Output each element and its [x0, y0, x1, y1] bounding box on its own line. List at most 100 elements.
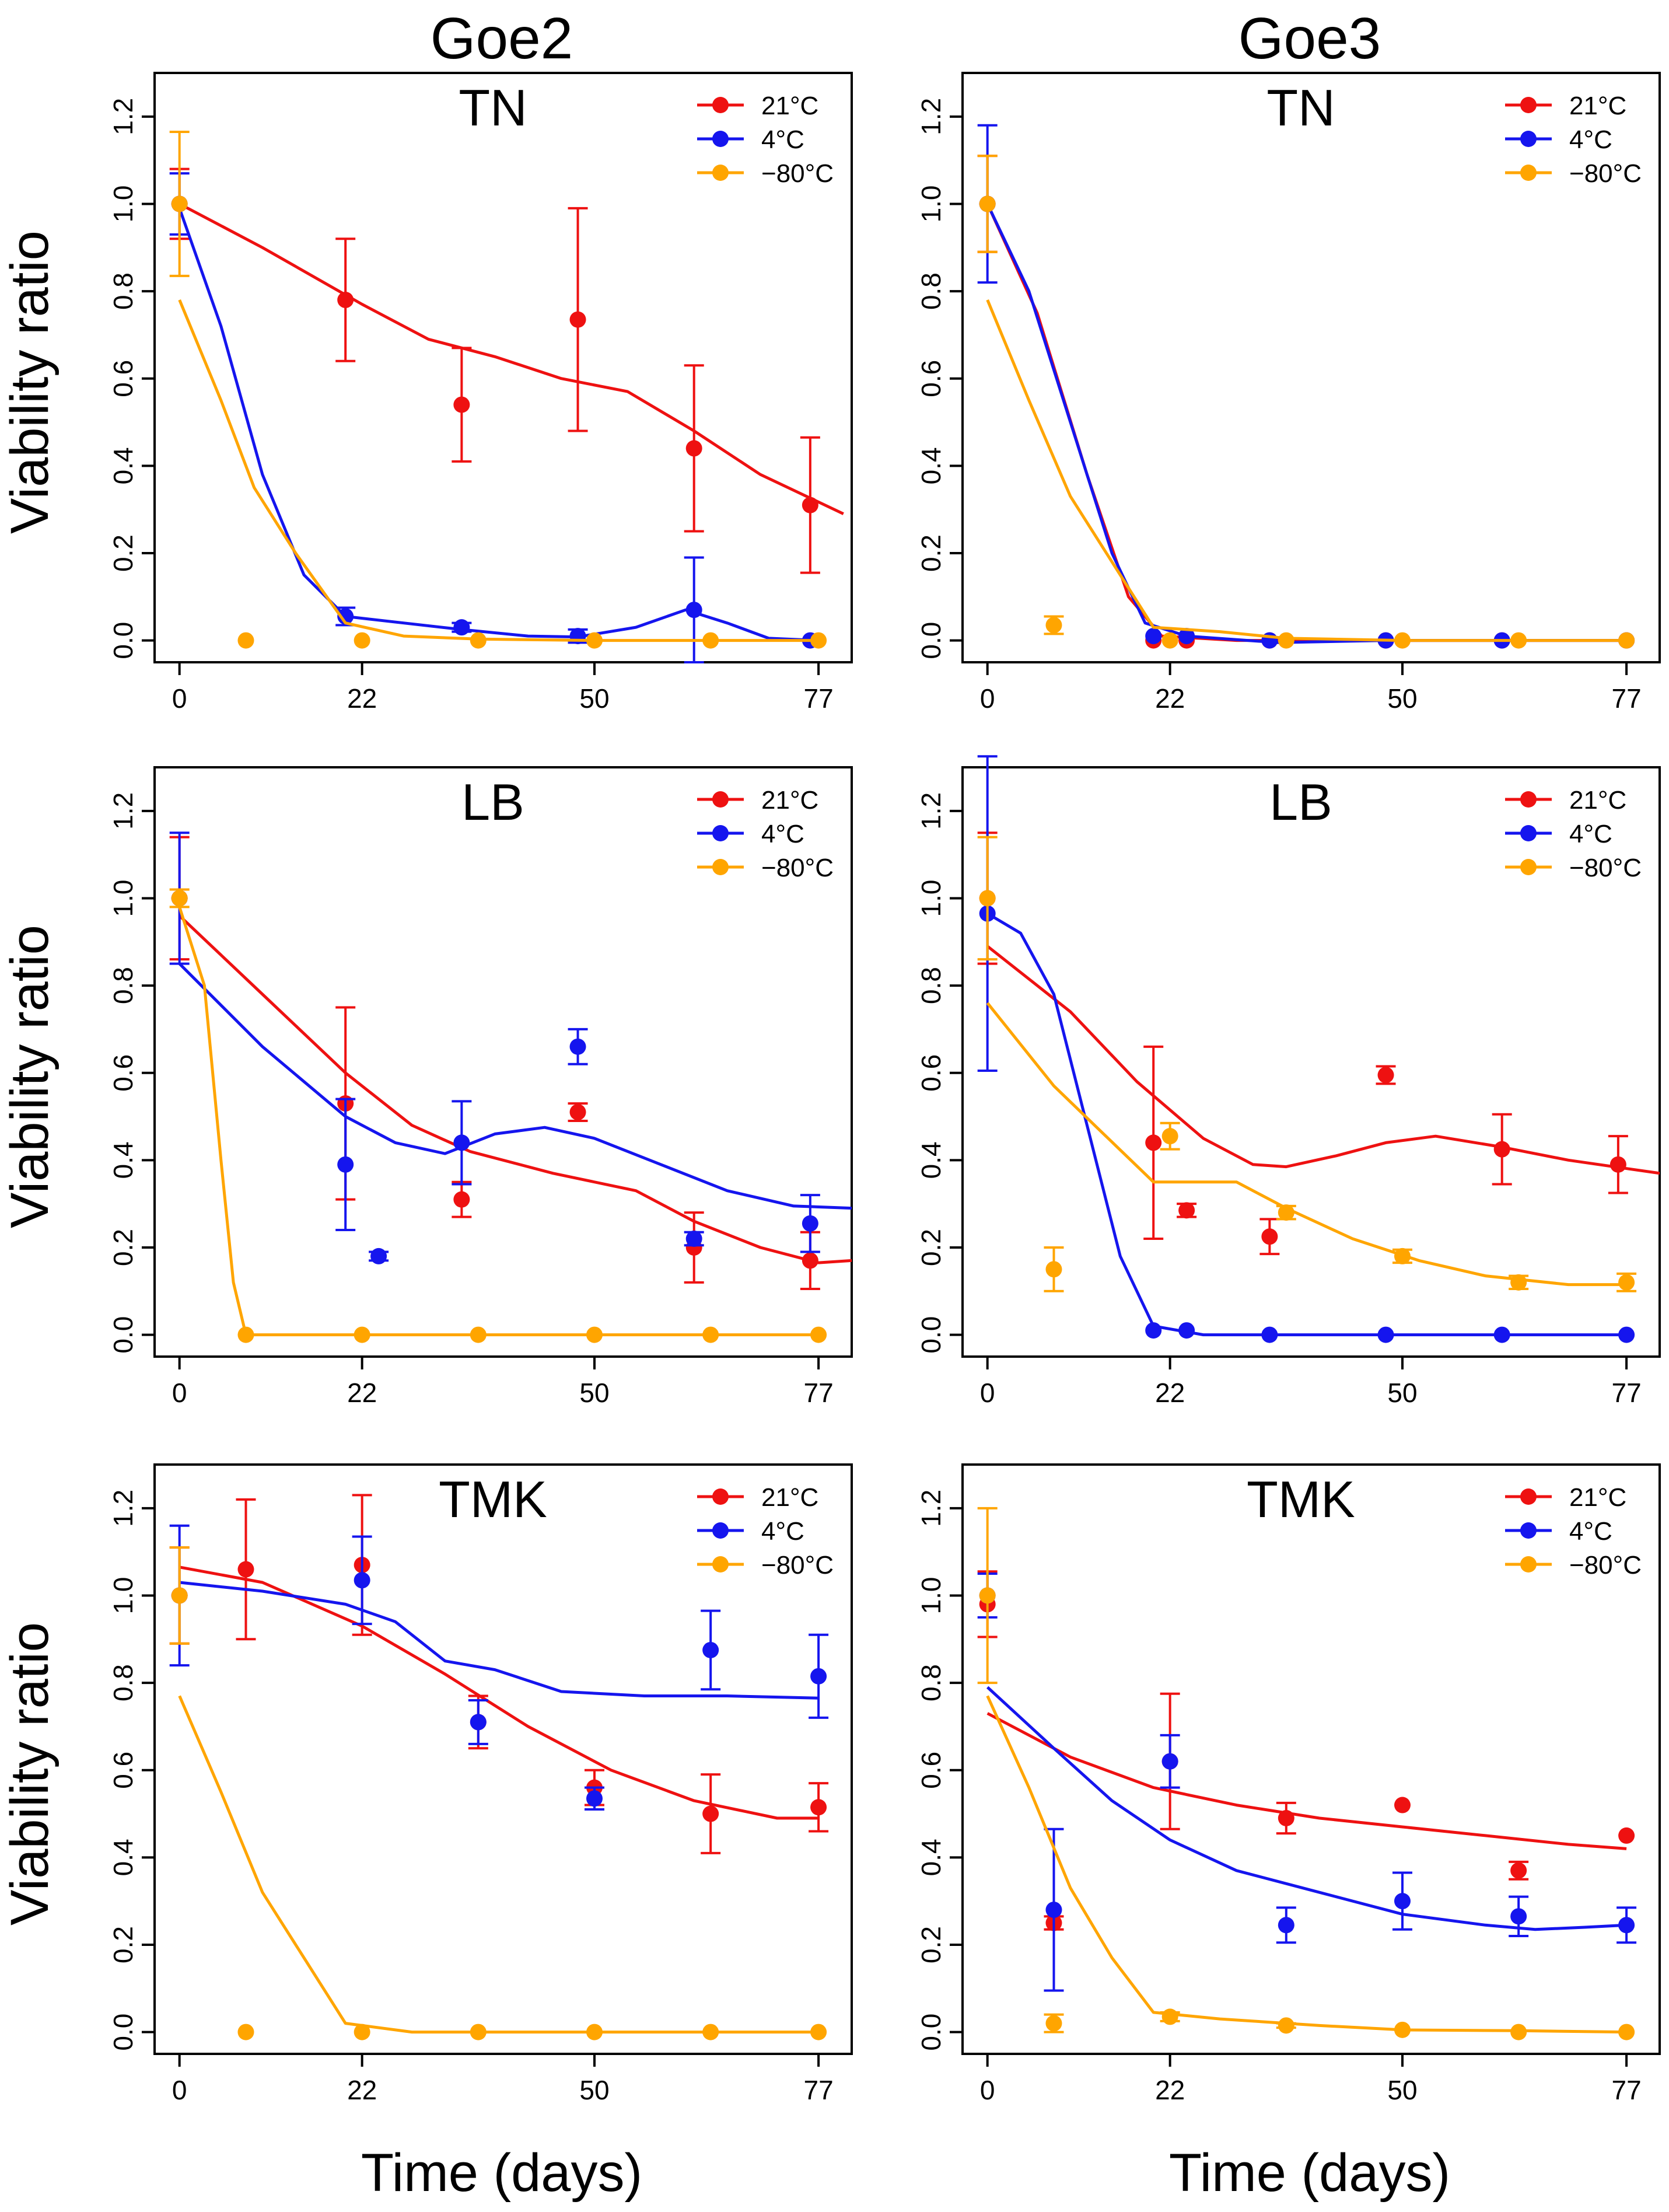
- legend-marker: [712, 1488, 729, 1505]
- data-point: [1394, 1247, 1411, 1264]
- series-4c: [169, 831, 852, 1264]
- legend-label: 21°C: [761, 92, 818, 120]
- data-point: [1394, 1797, 1411, 1813]
- plot-frame: [961, 766, 1661, 1358]
- x-tick-label: 77: [804, 2075, 834, 2105]
- y-tick-label: 0.4: [108, 447, 138, 484]
- chart-panel-goe2-tmk: 0 22 50 77 0.0 0.2 0.4 0.6 0.8 1.0 1.2 TMK 21°C 4°C −8…: [108, 1463, 853, 2105]
- data-point: [1161, 1753, 1178, 1770]
- series-curve: [986, 1712, 1627, 1850]
- series-curve: [986, 1686, 1627, 1931]
- data-point: [1618, 1827, 1635, 1844]
- data-point: [802, 1252, 818, 1269]
- x-tick-label: 22: [1155, 683, 1185, 714]
- legend-marker: [1520, 791, 1537, 808]
- data-point: [337, 608, 354, 625]
- x-tick-label: 50: [579, 683, 609, 714]
- x-tick-label: 0: [172, 1378, 187, 1408]
- chart-panels: 0 22 50 77 0.0 0.2 0.4 0.6 0.8 1.0 1.2 TN 21°C 4°C −80…: [108, 72, 1661, 2105]
- legend-marker: [712, 1556, 729, 1572]
- data-point: [810, 1326, 827, 1343]
- series-curve: [986, 1695, 1627, 2034]
- data-point: [1618, 1326, 1635, 1343]
- y-tick-label: 1.0: [916, 1577, 946, 1614]
- data-point: [470, 1326, 487, 1343]
- series-curve: [986, 203, 1627, 644]
- y-tick-label: 0.4: [916, 1839, 946, 1876]
- y-tick-label: 0.8: [916, 1664, 946, 1701]
- data-point: [1145, 628, 1162, 645]
- legend: 21°C 4°C −80°C: [1505, 786, 1642, 882]
- legend-label: −80°C: [1569, 1551, 1642, 1579]
- y-tick-label: 0.4: [108, 1839, 138, 1876]
- series-curve: [178, 906, 819, 1337]
- data-point: [569, 1038, 586, 1055]
- data-point: [1178, 1202, 1195, 1219]
- data-point: [453, 396, 470, 413]
- y-tick-label: 1.0: [108, 879, 138, 917]
- legend-label: 21°C: [1569, 786, 1626, 815]
- plot-frame: [153, 766, 853, 1358]
- legend-label: 4°C: [1569, 1517, 1612, 1546]
- data-point: [237, 1561, 254, 1578]
- y-tick-label: 0.4: [916, 447, 946, 484]
- data-point: [337, 1156, 354, 1173]
- data-point: [702, 632, 719, 649]
- data-point: [1377, 1067, 1394, 1084]
- legend-marker: [1520, 131, 1537, 147]
- series-4c: [977, 1572, 1637, 1992]
- x-tick-label: 22: [347, 2075, 377, 2105]
- y-tick-label: 1.0: [108, 1577, 138, 1614]
- data-point: [1045, 1902, 1062, 1919]
- data-point: [1493, 1141, 1510, 1158]
- data-point: [1618, 1274, 1635, 1291]
- data-point: [569, 311, 586, 328]
- y-tick-label: 0.8: [108, 967, 138, 1004]
- legend-marker: [1520, 165, 1537, 181]
- series-curve: [178, 914, 852, 1264]
- series-80c: [977, 155, 1635, 649]
- data-point: [354, 1326, 370, 1343]
- panel-title: TMK: [1247, 1470, 1355, 1528]
- x-tick-label: 77: [1612, 1378, 1642, 1408]
- legend-label: 21°C: [1569, 1483, 1626, 1512]
- data-point: [1493, 1326, 1510, 1343]
- series-80c: [977, 1507, 1635, 2040]
- data-point: [470, 2024, 487, 2040]
- legend: 21°C 4°C −80°C: [1505, 1483, 1642, 1579]
- x-axis-label-right: Time (days): [1169, 2143, 1450, 2203]
- y-tick-label: 1.2: [916, 1490, 946, 1527]
- data-point: [1377, 1326, 1394, 1343]
- y-tick-label: 0.2: [916, 534, 946, 572]
- data-point: [979, 1587, 996, 1604]
- legend-label: −80°C: [761, 1551, 834, 1579]
- y-tick-label: 0.2: [916, 1229, 946, 1266]
- data-point: [1145, 1322, 1162, 1339]
- legend-marker: [712, 97, 729, 113]
- x-tick-label: 50: [1387, 683, 1417, 714]
- y-axis-label-row1: Viability ratio: [0, 230, 60, 534]
- data-point: [702, 1641, 719, 1658]
- legend-marker: [712, 859, 729, 875]
- legend-marker: [1520, 1522, 1537, 1539]
- y-tick-label: 0.6: [108, 1752, 138, 1789]
- y-tick-label: 0.8: [108, 272, 138, 310]
- data-point: [586, 1326, 603, 1343]
- legend: 21°C 4°C −80°C: [1505, 92, 1642, 188]
- y-tick-label: 0.0: [916, 2014, 946, 2051]
- y-tick-label: 1.2: [916, 98, 946, 135]
- legend-marker: [712, 1522, 729, 1539]
- y-tick-label: 0.0: [916, 622, 946, 659]
- chart-panel-goe2-lb: 0 22 50 77 0.0 0.2 0.4 0.6 0.8 1.0 1.2 LB 21°C 4°C −80…: [108, 766, 853, 1408]
- data-point: [453, 1134, 470, 1151]
- x-tick-label: 0: [172, 683, 187, 714]
- legend-label: 4°C: [761, 125, 804, 154]
- x-tick-label: 50: [579, 1378, 609, 1408]
- data-point: [1278, 1204, 1294, 1221]
- data-point: [685, 1231, 702, 1247]
- data-point: [453, 1191, 470, 1208]
- data-point: [1045, 617, 1062, 634]
- data-point: [1510, 2024, 1527, 2040]
- data-point: [1609, 1156, 1626, 1173]
- x-tick-label: 77: [1612, 683, 1642, 714]
